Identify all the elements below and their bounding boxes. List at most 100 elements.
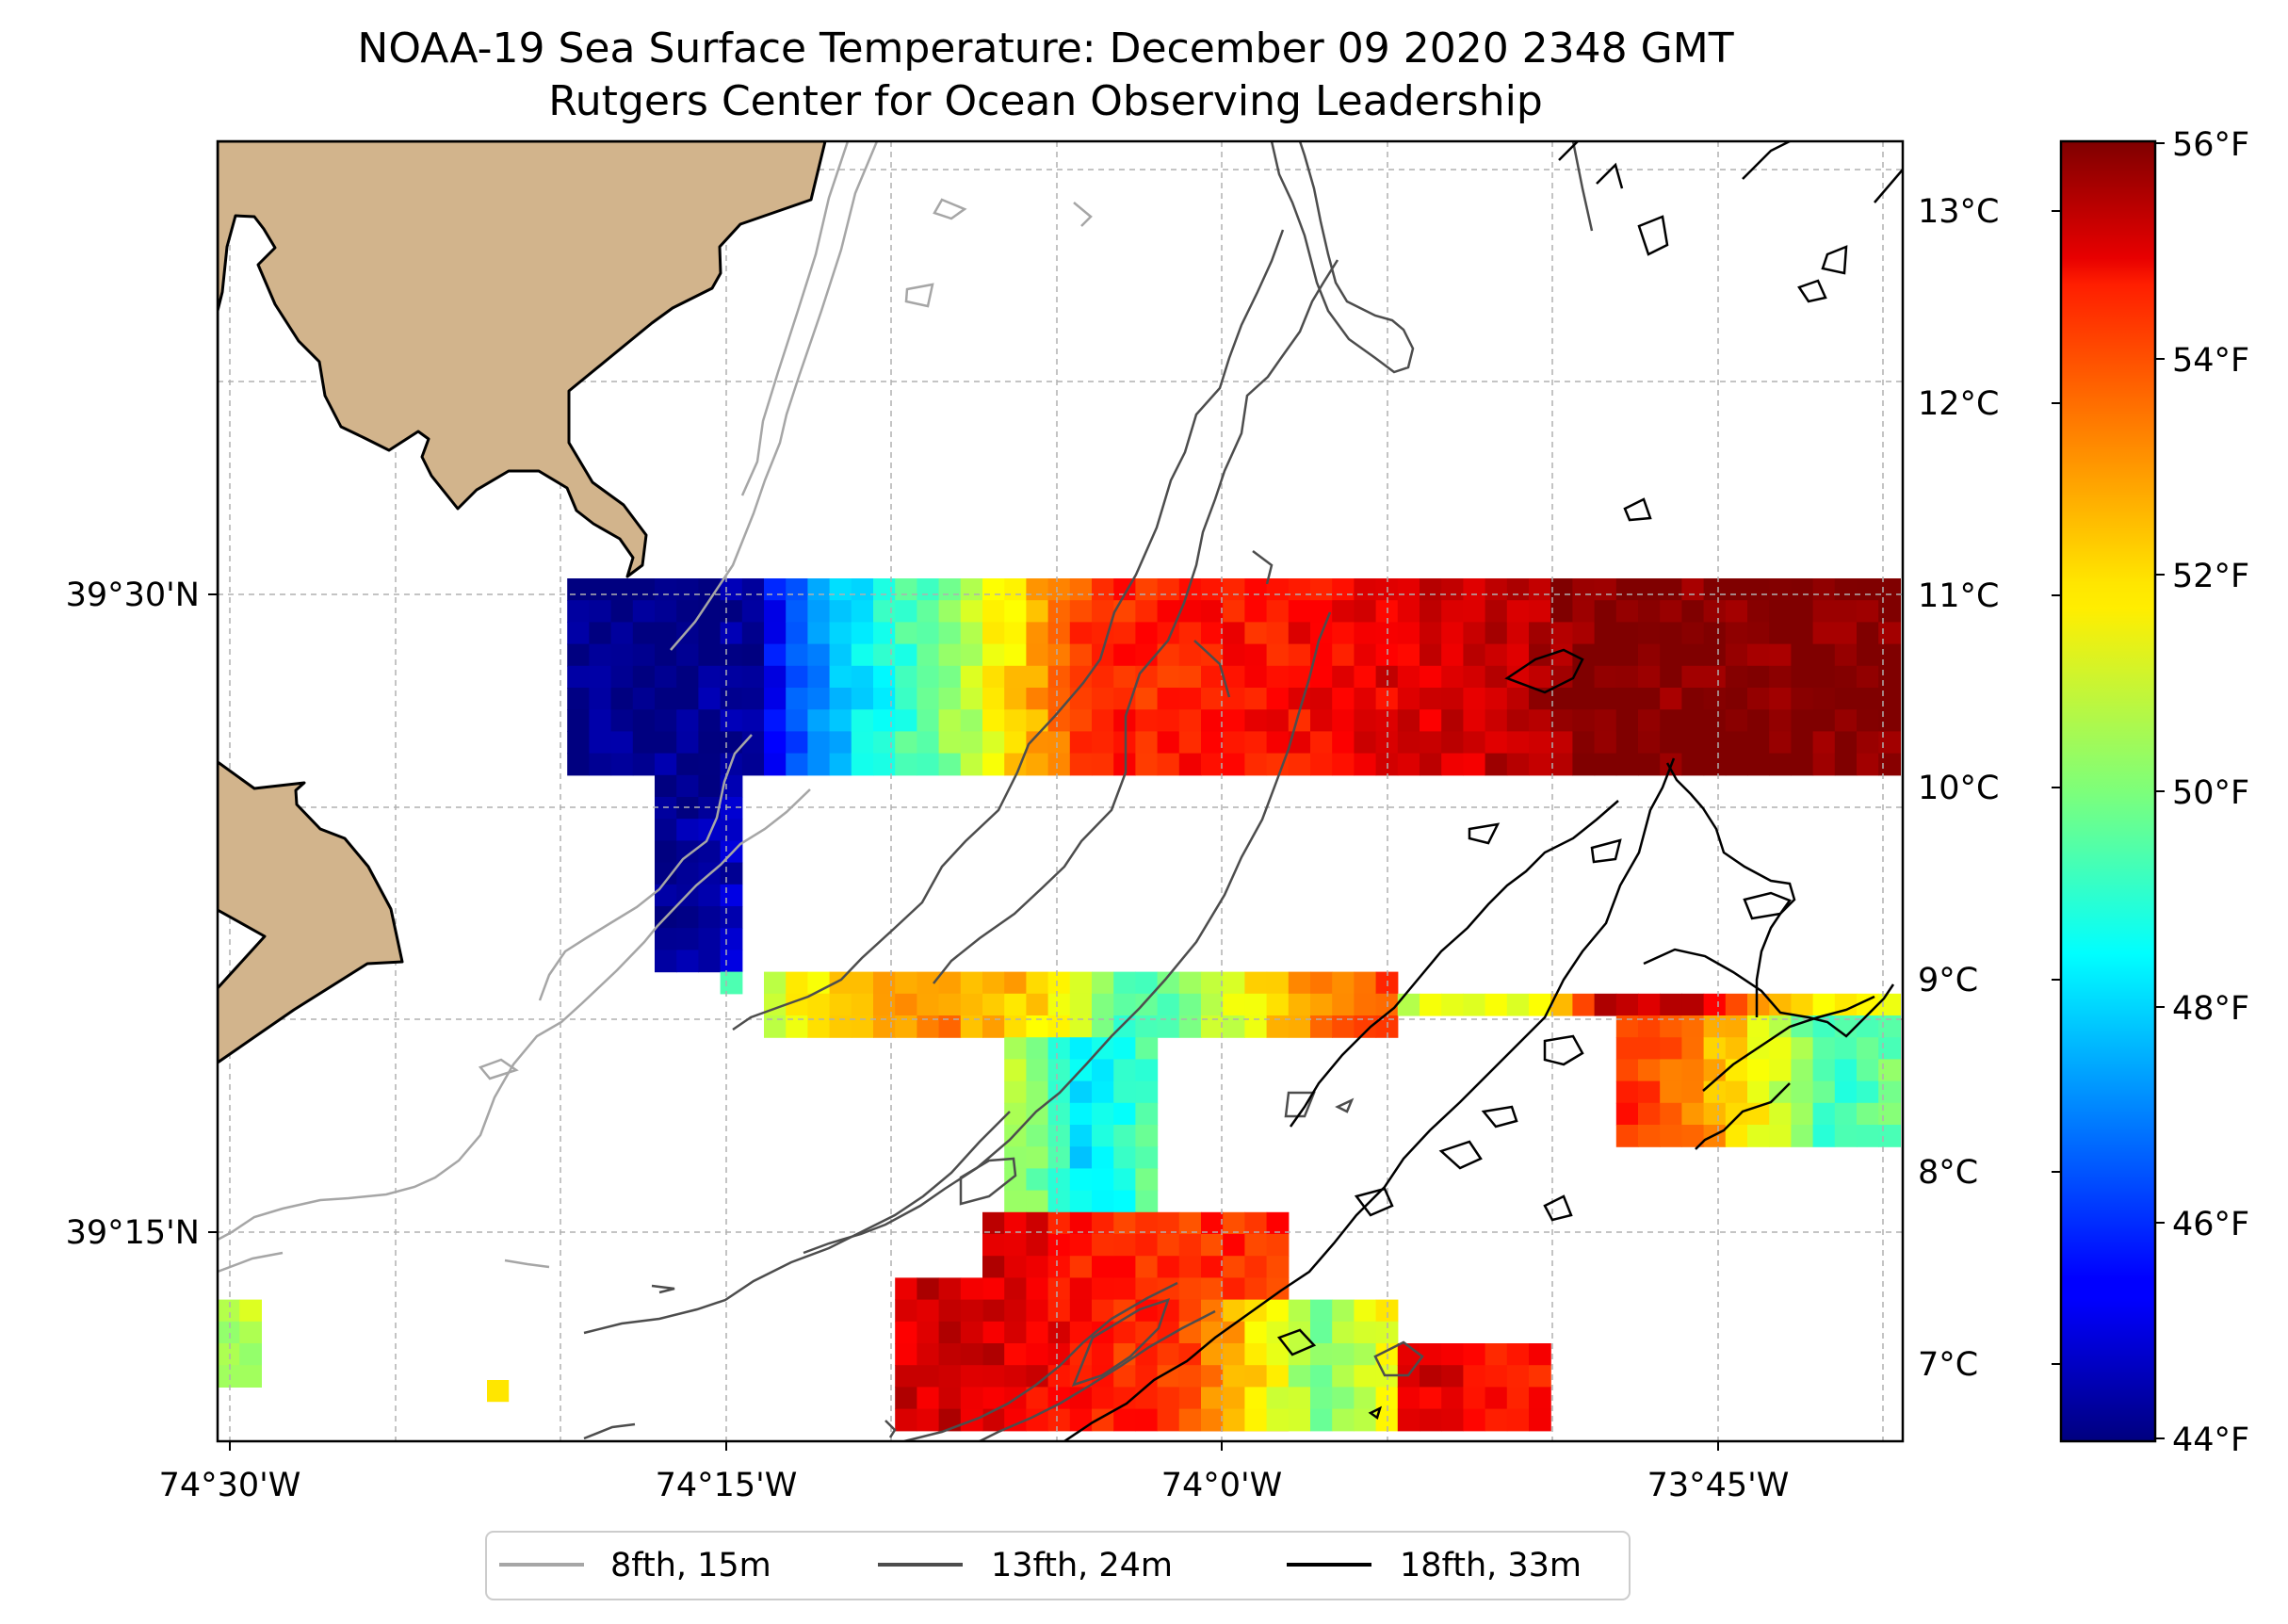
sst-pixel xyxy=(1420,993,1442,1016)
sst-pixel xyxy=(938,753,962,776)
sst-pixel xyxy=(1026,1146,1049,1169)
sst-pixel xyxy=(655,840,677,864)
sst-pixel xyxy=(1092,1211,1114,1235)
sst-pixel xyxy=(1026,578,1049,601)
sst-pixel xyxy=(1550,622,1573,645)
sst-pixel xyxy=(1223,1299,1245,1323)
sst-pixel xyxy=(1769,665,1792,689)
sst-pixel xyxy=(829,688,852,710)
sst-pixel xyxy=(1747,753,1770,776)
sst-pixel xyxy=(1047,665,1071,689)
sst-pixel xyxy=(676,797,699,820)
sst-pixel xyxy=(1332,709,1355,732)
sst-pixel xyxy=(1529,622,1551,645)
sst-pixel xyxy=(1791,1080,1814,1104)
sst-pixel xyxy=(938,1365,962,1388)
sst-pixel xyxy=(1812,1059,1836,1082)
sst-pixel xyxy=(895,971,917,995)
sst-pixel xyxy=(1069,1387,1093,1410)
sst-pixel xyxy=(239,1365,262,1388)
sst-pixel xyxy=(1703,578,1727,601)
sst-pixel xyxy=(895,688,917,710)
sst-pixel xyxy=(1201,1387,1224,1410)
sst-pixel xyxy=(960,971,983,995)
sst-pixel xyxy=(1135,1059,1159,1082)
sst-pixel xyxy=(1354,1321,1377,1344)
sst-pixel xyxy=(1420,600,1442,623)
sst-pixel xyxy=(1397,753,1420,776)
sst-pixel xyxy=(1004,1321,1027,1344)
sst-pixel xyxy=(1069,1277,1093,1301)
sst-pixel xyxy=(1878,665,1901,689)
sst-pixel xyxy=(1178,578,1202,601)
sst-pixel xyxy=(1288,578,1311,601)
sst-pixel xyxy=(1310,731,1333,755)
sst-pixel xyxy=(764,1015,787,1038)
sst-pixel xyxy=(1332,993,1355,1016)
sst-pixel xyxy=(1769,643,1792,667)
sst-pixel xyxy=(589,643,612,667)
sst-pixel xyxy=(610,600,634,623)
sst-pixel xyxy=(1310,753,1333,776)
sst-pixel xyxy=(1660,1080,1682,1104)
sst-pixel xyxy=(741,643,765,667)
sst-pixel xyxy=(655,774,677,798)
sst-pixel xyxy=(1026,1234,1049,1257)
sst-pixel xyxy=(1288,971,1311,995)
sst-pixel xyxy=(1244,578,1268,601)
sst-pixel xyxy=(1529,993,1551,1016)
sst-pixel xyxy=(1397,731,1420,755)
sst-pixel xyxy=(1201,709,1224,732)
sst-pixel xyxy=(1244,1387,1268,1410)
sst-pixel xyxy=(1288,753,1311,776)
sst-pixel xyxy=(960,1365,983,1388)
sst-pixel xyxy=(1026,1321,1049,1344)
lat-tick-label-1: 39°30'N xyxy=(66,577,200,614)
sst-pixel xyxy=(982,600,1005,623)
sst-pixel xyxy=(938,665,962,689)
sst-pixel xyxy=(938,578,962,601)
sst-pixel xyxy=(1812,731,1836,755)
sst-pixel xyxy=(764,709,787,732)
sst-pixel xyxy=(1834,600,1858,623)
sst-pixel xyxy=(764,643,787,667)
sst-pixel xyxy=(1201,1343,1224,1366)
sst-pixel xyxy=(1135,1080,1159,1104)
sst-pixel xyxy=(698,797,722,820)
sst-pixel xyxy=(1441,993,1464,1016)
sst-pixel xyxy=(655,753,677,776)
sst-pixel xyxy=(786,753,808,776)
sst-pixel xyxy=(1441,622,1464,645)
sst-pixel xyxy=(829,600,852,623)
sst-pixel xyxy=(960,578,983,601)
sst-pixel xyxy=(1069,665,1093,689)
sst-pixel xyxy=(1092,1343,1114,1366)
sst-pixel xyxy=(1812,688,1836,710)
sst-pixel xyxy=(764,578,787,601)
sst-pixel xyxy=(1703,643,1727,667)
sst-pixel xyxy=(1004,1256,1027,1278)
sst-pixel xyxy=(1812,709,1836,732)
sst-pixel xyxy=(610,709,634,732)
sst-pixel xyxy=(1310,1408,1333,1432)
sst-pixel xyxy=(1463,622,1486,645)
sst-pixel xyxy=(1747,1080,1770,1104)
sst-pixel xyxy=(1004,709,1027,732)
sst-pixel xyxy=(1638,709,1661,732)
celsius-tick-6: 8°C xyxy=(1918,1154,1978,1192)
sst-pixel xyxy=(960,1387,983,1410)
fahrenheit-tick-2: 54°F xyxy=(2172,342,2249,380)
sst-pixel xyxy=(239,1343,262,1366)
sst-pixel xyxy=(1681,665,1705,689)
sst-pixel xyxy=(917,665,940,689)
sst-pixel xyxy=(1725,665,1748,689)
sst-pixel xyxy=(895,1365,917,1388)
sst-pixel xyxy=(1004,993,1027,1016)
sst-pixel xyxy=(1135,1211,1159,1235)
sst-pixel xyxy=(610,643,634,667)
sst-pixel xyxy=(1638,1059,1661,1082)
sst-pixel xyxy=(1660,993,1682,1016)
sst-pixel xyxy=(741,600,765,623)
sst-pixel xyxy=(1244,622,1268,645)
sst-pixel xyxy=(1244,731,1268,755)
